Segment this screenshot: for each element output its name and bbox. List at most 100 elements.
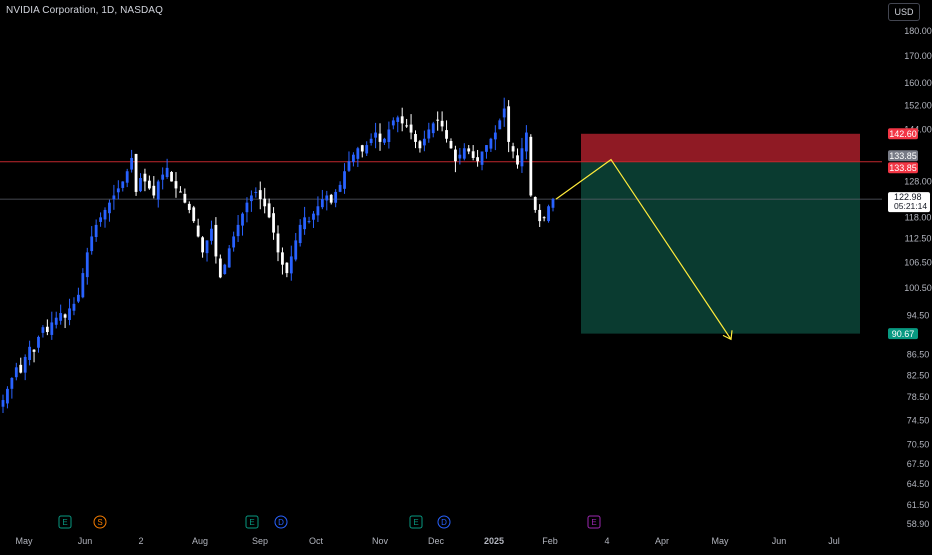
split-icon	[93, 515, 107, 529]
candle-body	[63, 314, 67, 318]
event-marker-earnings[interactable]: E	[587, 515, 601, 529]
candle	[356, 146, 360, 167]
candle	[529, 134, 533, 197]
event-marker-earnings[interactable]: E	[409, 515, 423, 529]
candle-body	[507, 106, 511, 142]
candle-body	[303, 217, 307, 230]
price-tick-label: 64.50	[907, 479, 930, 489]
candle	[320, 189, 324, 210]
candle	[249, 190, 253, 212]
candle	[396, 115, 400, 133]
stop-price-badge-bg	[888, 128, 918, 140]
candle-body	[547, 206, 550, 222]
candle	[6, 386, 9, 409]
candle-body	[183, 193, 187, 203]
candle	[436, 111, 440, 131]
candle-body	[405, 125, 409, 127]
candle-body	[542, 217, 546, 219]
candle-body	[551, 199, 555, 208]
candle	[498, 118, 502, 130]
candle	[383, 137, 386, 146]
candle-body	[316, 206, 320, 216]
candle-body	[538, 209, 542, 222]
price-tick-label: 170.00	[904, 51, 932, 61]
candle	[183, 188, 187, 204]
candle	[343, 163, 346, 194]
projection-arrowhead	[722, 330, 733, 341]
event-marker-dividend[interactable]: D	[437, 515, 451, 529]
candle	[112, 184, 116, 210]
candle	[440, 111, 444, 132]
time-tick-label: Aug	[192, 536, 208, 546]
candle	[201, 236, 204, 258]
candle-body	[462, 148, 466, 159]
candle	[365, 141, 369, 156]
candle	[254, 187, 258, 198]
candle-body	[254, 191, 258, 193]
candle-body	[365, 145, 369, 154]
event-marker-earnings[interactable]: E	[245, 515, 259, 529]
candle	[427, 122, 431, 143]
candle	[192, 205, 196, 223]
candle	[108, 199, 111, 222]
candle	[276, 225, 280, 262]
price-tick-label: 144.00	[904, 124, 932, 134]
candle	[77, 287, 80, 304]
candle-body	[516, 155, 519, 165]
entry-price-badge-alt-text: 133.85	[889, 163, 917, 173]
candle	[63, 313, 67, 329]
candle	[467, 145, 471, 155]
event-marker-split[interactable]: S	[93, 515, 107, 529]
candle-body	[409, 124, 413, 133]
candle	[316, 196, 320, 223]
candle	[241, 212, 244, 236]
candle-body	[50, 322, 54, 335]
candle	[480, 151, 484, 171]
candle-body	[281, 252, 284, 265]
candle-body	[312, 213, 315, 220]
candle-body	[134, 153, 138, 192]
time-tick-label: May	[711, 536, 729, 546]
candle	[59, 304, 63, 325]
candle	[462, 143, 466, 161]
candle	[81, 268, 85, 299]
candle	[19, 357, 23, 374]
candle-body	[161, 174, 165, 180]
candle-body	[431, 123, 435, 134]
event-marker-earnings[interactable]: E	[58, 515, 72, 529]
candle	[54, 311, 58, 329]
candle	[533, 196, 537, 213]
candle-body	[210, 228, 213, 241]
candle	[458, 147, 462, 165]
candle	[542, 216, 546, 222]
candle	[174, 172, 178, 198]
candle-body	[116, 188, 120, 193]
last-price-badge-bg	[888, 192, 930, 213]
candle-body	[28, 346, 32, 360]
candle	[272, 207, 275, 240]
event-marker-label: S	[97, 518, 102, 527]
dividend-icon	[274, 515, 288, 529]
event-marker-label: E	[249, 518, 254, 527]
candle-body	[112, 195, 116, 200]
price-tick-label: 94.50	[907, 310, 930, 320]
candle-body	[480, 151, 484, 165]
candle	[139, 173, 142, 193]
candle	[329, 193, 333, 205]
candle	[449, 138, 453, 149]
entry-price-badge-alt-bg	[888, 162, 918, 174]
candle-body	[19, 364, 23, 373]
event-marker-dividend[interactable]: D	[274, 515, 288, 529]
time-tick-label: Jul	[828, 536, 840, 546]
candle-body	[418, 141, 422, 149]
candle-body	[440, 120, 444, 127]
candle-body	[192, 207, 196, 222]
candle-body	[347, 161, 351, 171]
candle-body	[232, 236, 236, 248]
price-tick-label: 58.90	[907, 519, 930, 529]
candle	[90, 226, 94, 255]
candle-body	[458, 154, 462, 159]
currency-selector[interactable]: USD	[888, 3, 920, 21]
